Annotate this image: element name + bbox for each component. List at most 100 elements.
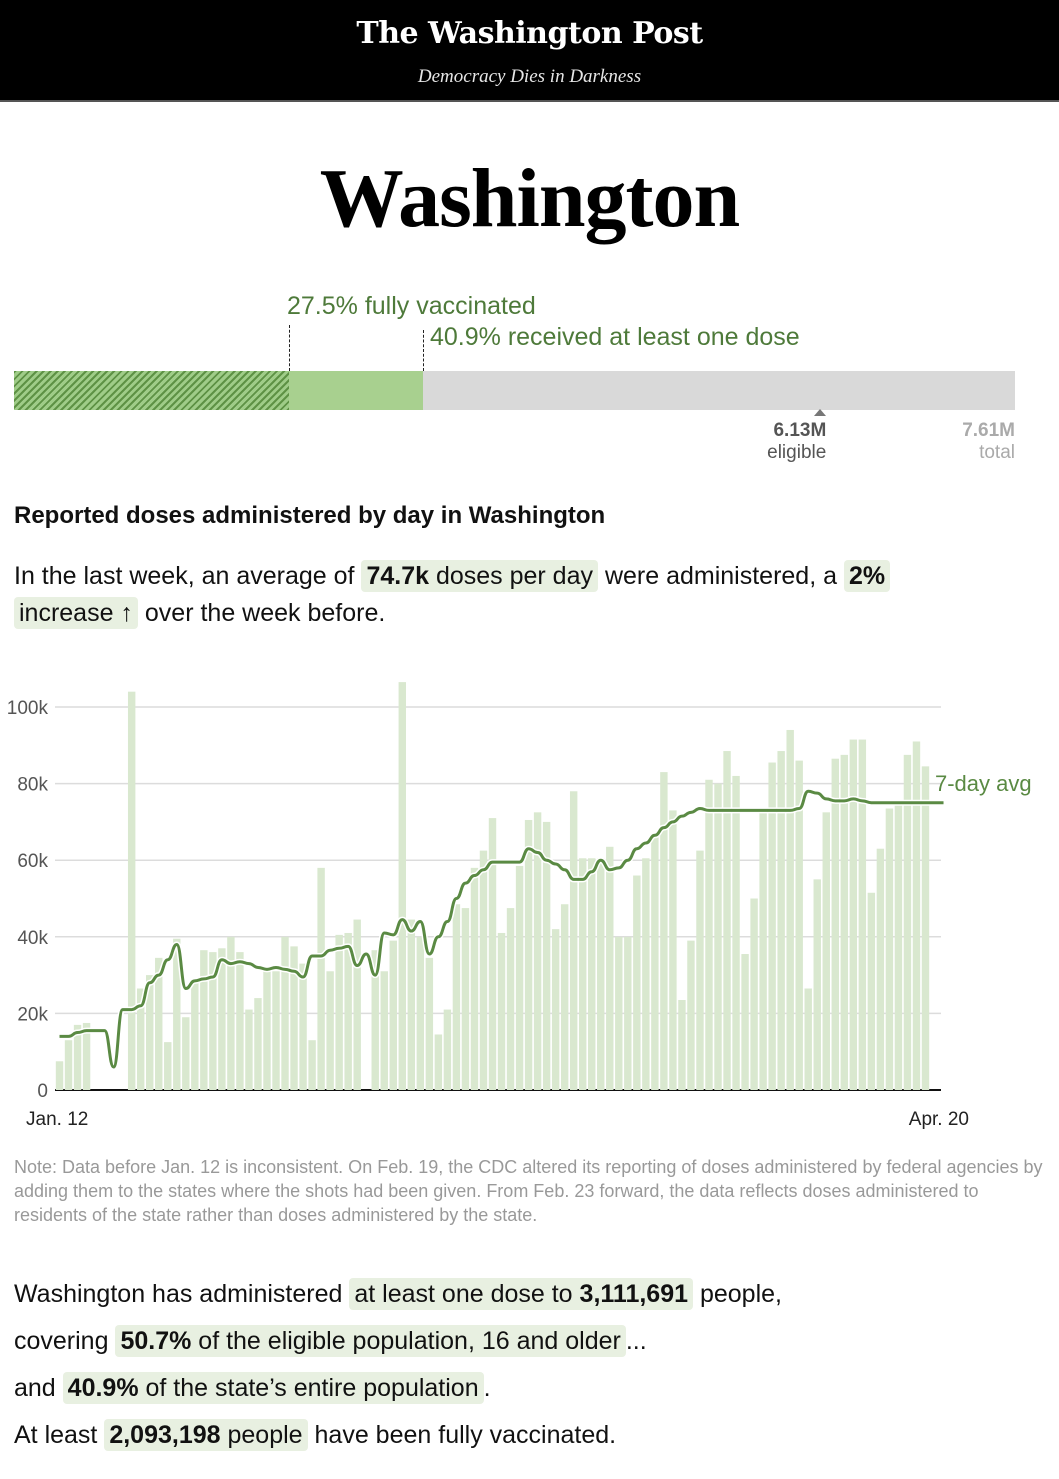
bar — [127, 691, 136, 1090]
bar — [714, 783, 722, 1090]
population-pct: 40.9% — [67, 1374, 139, 1402]
y-tick-label: 40k — [17, 928, 48, 949]
chart-note: Note: Data before Jan. 12 is inconsisten… — [14, 1157, 1043, 1225]
bar — [804, 988, 812, 1090]
bar — [669, 810, 677, 1090]
one-dose-label: 40.9% received at least one dose — [430, 323, 800, 351]
fact1-post: people, — [693, 1280, 782, 1308]
bar — [696, 850, 704, 1090]
bar — [615, 936, 623, 1090]
bar — [768, 762, 776, 1090]
avg-doses-highlight: 74.7k doses per day — [361, 560, 598, 592]
fact1-text: Washington has administered — [14, 1280, 350, 1308]
fact2-text: covering — [14, 1327, 116, 1355]
bar — [786, 729, 794, 1090]
summary-text-3: over the week before. — [137, 599, 386, 627]
bar — [894, 804, 903, 1090]
fact4-text: At least — [14, 1421, 105, 1449]
total-value: 7.61M — [962, 420, 1015, 441]
avg-line-label: 7-day avg — [935, 771, 1032, 796]
bar — [218, 948, 226, 1090]
bar — [236, 952, 244, 1090]
bar — [272, 971, 280, 1090]
fact3-post: . — [483, 1374, 491, 1402]
fact1-hl-text: at least one dose to — [354, 1280, 580, 1308]
change-direction-highlight: increase ↑ — [14, 597, 138, 629]
one-dose-segment — [289, 371, 424, 410]
bar — [389, 940, 397, 1090]
fully-vaccinated-label: 27.5% fully vaccinated — [287, 292, 536, 320]
fact3-highlight: 40.9% of the state’s entire population — [62, 1372, 484, 1404]
bar — [407, 919, 416, 1090]
arrow-up-icon: ↑ — [120, 599, 133, 627]
bar — [200, 950, 208, 1090]
bar — [470, 867, 479, 1090]
bar — [660, 772, 668, 1090]
x-end-label: Apr. 20 — [909, 1109, 969, 1130]
y-tick-label: 60k — [17, 851, 48, 872]
weekly-summary: In the last week, an average of 74.7k do… — [14, 558, 1044, 632]
bar — [759, 808, 767, 1090]
bar — [164, 1042, 172, 1090]
vaccination-facts: Washington has administered at least one… — [14, 1274, 1044, 1462]
fact4-post: have been fully vaccinated. — [307, 1421, 617, 1449]
doses-chart: 0 20k 40k 60k 80k 100k 7-day avg Jan. 12 Apr. 20 — [7, 682, 1032, 1130]
bar — [64, 1040, 73, 1090]
bar — [813, 879, 821, 1090]
bar — [173, 938, 181, 1090]
fact4-highlight: 2,093,198 people — [104, 1419, 308, 1451]
bar — [578, 858, 587, 1090]
fact2-highlight: 50.7% of the eligible population, 16 and… — [115, 1325, 626, 1357]
bar — [308, 1040, 316, 1090]
bar — [885, 808, 894, 1090]
bar — [425, 957, 434, 1090]
one-dose-count: 3,111,691 — [579, 1280, 689, 1308]
fully-vaccinated-marker — [289, 325, 291, 371]
bar — [741, 954, 749, 1090]
masthead: The Washington Post Democracy Dies in Da… — [0, 0, 1059, 102]
bar — [831, 758, 839, 1090]
bar — [497, 932, 506, 1090]
bar — [542, 821, 551, 1090]
bar — [461, 908, 470, 1090]
bar — [588, 858, 596, 1090]
bar — [876, 848, 885, 1090]
bar — [867, 892, 876, 1090]
bar — [912, 741, 921, 1090]
eligible-label: eligible — [767, 442, 827, 463]
total-label: total — [979, 442, 1015, 463]
fact-line-3: and 40.9% of the state’s entire populati… — [14, 1368, 1044, 1415]
bar — [921, 766, 930, 1090]
bar — [515, 865, 524, 1090]
bar — [533, 812, 542, 1090]
bar — [344, 932, 352, 1090]
bar — [263, 969, 271, 1090]
progress-bar — [14, 371, 1015, 410]
bar — [732, 775, 740, 1090]
bar — [398, 682, 407, 1090]
fact1-highlight: at least one dose to 3,111,691 — [349, 1278, 694, 1310]
bar — [335, 934, 343, 1090]
bar — [146, 975, 154, 1090]
bar — [750, 898, 758, 1090]
fact4-hl-text: people — [220, 1421, 303, 1449]
bar — [624, 936, 632, 1090]
bar — [551, 929, 560, 1090]
washington-post-logo[interactable]: The Washington Post — [356, 16, 703, 51]
fact2-hl-text: of the eligible population, 16 and older — [191, 1327, 621, 1355]
x-start-label: Jan. 12 — [26, 1109, 88, 1130]
bar — [326, 971, 334, 1090]
bar — [136, 988, 145, 1090]
chart-section-title: Reported doses administered by day in Wa… — [14, 502, 606, 529]
bar — [452, 904, 461, 1090]
bar — [705, 779, 713, 1090]
bar — [723, 751, 731, 1090]
bar — [182, 1017, 190, 1090]
bar — [687, 940, 695, 1090]
bar — [416, 936, 425, 1090]
bar — [254, 998, 262, 1090]
bar — [569, 791, 578, 1090]
bar — [73, 1024, 82, 1090]
y-tick-label: 0 — [37, 1081, 48, 1102]
bar — [597, 858, 605, 1090]
